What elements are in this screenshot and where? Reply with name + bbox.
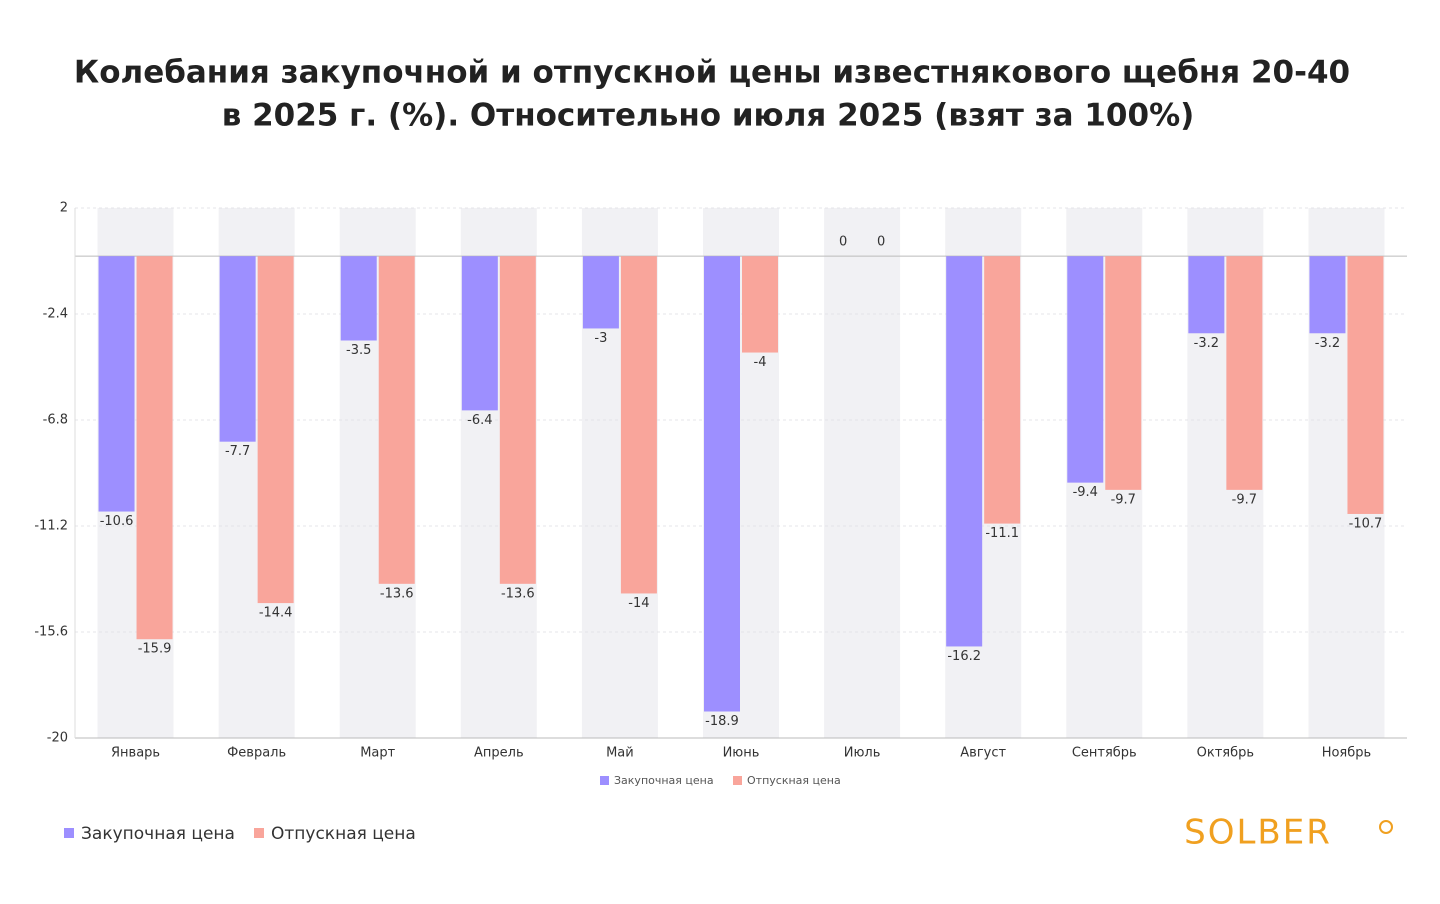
bar [620, 256, 657, 594]
legend-swatch [733, 776, 742, 785]
value-label: -7.7 [225, 444, 250, 459]
value-label: 0 [839, 235, 847, 250]
bar [257, 256, 294, 604]
x-tick-label: Май [606, 746, 634, 761]
value-label: -4 [754, 355, 767, 370]
x-tick-label: Март [360, 746, 395, 761]
legend-label: Отпускная цена [747, 774, 841, 787]
value-label: -18.9 [705, 714, 739, 729]
x-tick-label: Ноябрь [1322, 746, 1371, 761]
chart-title: в 2025 г. (%). Относительно июля 2025 (в… [222, 98, 1195, 134]
value-label: -13.6 [380, 586, 414, 601]
bar [1309, 256, 1346, 334]
x-tick-label: Июнь [723, 746, 760, 761]
category-band [824, 208, 901, 738]
value-label: -9.7 [1111, 492, 1136, 507]
bar [984, 256, 1021, 524]
x-tick-label: Июль [844, 746, 881, 761]
bar [582, 256, 619, 329]
bar [704, 256, 740, 712]
y-tick-label: -2.4 [43, 307, 68, 322]
bar [340, 256, 377, 341]
value-label: -9.7 [1232, 492, 1257, 507]
legend-label: Закупочная цена [81, 824, 235, 844]
x-tick-label: Февраль [227, 746, 286, 761]
y-tick-label: 2 [60, 201, 68, 216]
legend-label: Закупочная цена [614, 774, 714, 787]
bar [499, 256, 536, 584]
bar [1105, 256, 1142, 490]
value-label: -3.5 [346, 343, 371, 358]
bar [1067, 256, 1104, 483]
logo-mark [1379, 820, 1393, 834]
value-label: -15.9 [138, 642, 172, 657]
bar [219, 256, 256, 442]
value-label: -3.2 [1194, 336, 1219, 351]
value-label: -10.7 [1349, 516, 1383, 531]
value-label: -11.1 [985, 526, 1019, 541]
value-label: -3.2 [1315, 336, 1340, 351]
logo: SOLBER [1184, 813, 1332, 853]
legend-swatch [64, 828, 74, 838]
chart-title: Колебания закупочной и отпускной цены из… [74, 55, 1350, 91]
bar [946, 256, 983, 647]
value-label: 0 [877, 235, 885, 250]
x-tick-label: Август [960, 746, 1006, 761]
bar [742, 256, 778, 353]
x-tick-label: Сентябрь [1072, 746, 1137, 761]
bar [1226, 256, 1263, 490]
bar [1347, 256, 1384, 514]
bar [1188, 256, 1225, 334]
y-tick-label: -6.8 [43, 413, 68, 428]
y-tick-label: -20 [47, 731, 68, 746]
bar [461, 256, 498, 411]
legend-swatch [254, 828, 264, 838]
bar [378, 256, 415, 584]
value-label: -3 [594, 331, 607, 346]
x-tick-label: Октябрь [1197, 746, 1254, 761]
y-tick-label: -15.6 [34, 625, 68, 640]
value-label: -10.6 [100, 514, 134, 529]
value-label: -14 [628, 596, 649, 611]
legend-swatch [600, 776, 609, 785]
value-label: -9.4 [1073, 485, 1098, 500]
value-label: -14.4 [259, 606, 293, 621]
y-tick-label: -11.2 [34, 519, 68, 534]
value-label: -16.2 [947, 649, 981, 664]
bar [98, 256, 135, 512]
x-tick-label: Апрель [474, 746, 524, 761]
value-label: -13.6 [501, 586, 535, 601]
x-tick-label: Январь [111, 746, 160, 761]
bar [136, 256, 173, 640]
legend-label: Отпускная цена [271, 824, 416, 844]
value-label: -6.4 [467, 413, 492, 428]
